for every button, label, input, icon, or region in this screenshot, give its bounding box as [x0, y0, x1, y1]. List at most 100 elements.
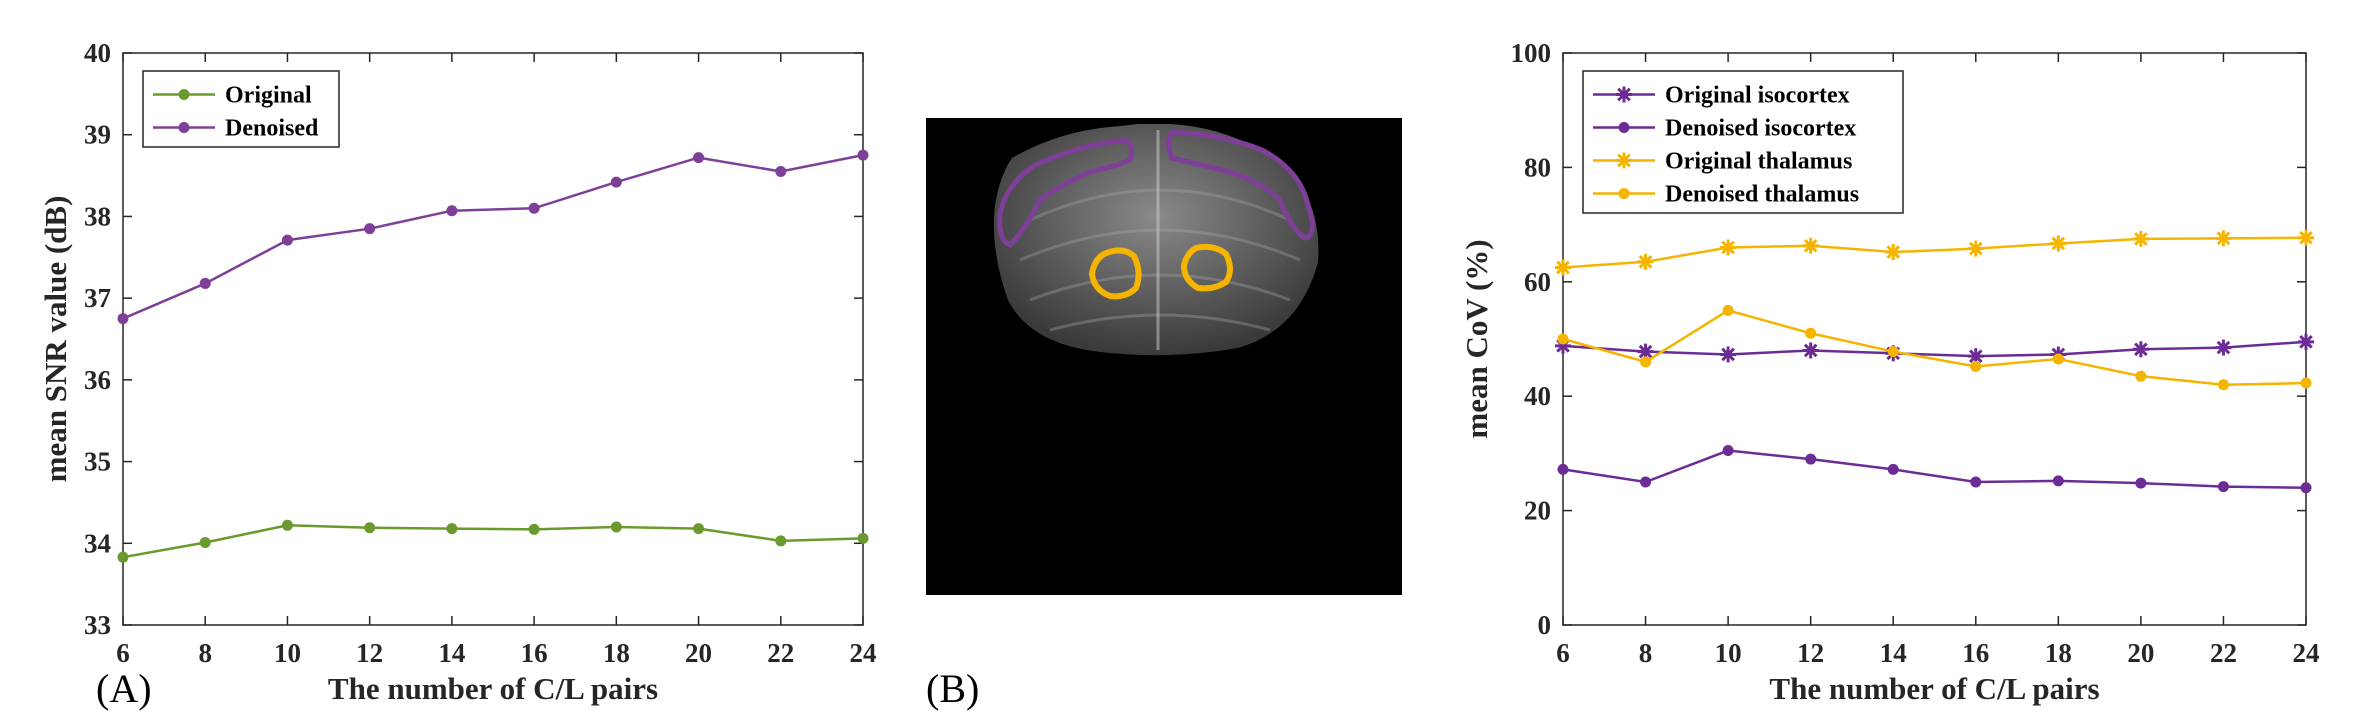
- data-point: [693, 152, 705, 164]
- y-tick-label: 80: [1524, 152, 1551, 182]
- series-line: [1562, 340, 2307, 358]
- y-tick-label: 36: [84, 365, 111, 395]
- data-point: [2135, 477, 2147, 489]
- x-tick-label: 14: [438, 638, 465, 668]
- legend: Original isocortex Denoised isocortex Orig…: [1582, 70, 1904, 214]
- series-line: [1562, 309, 2307, 387]
- series-original-thalamus: [1555, 229, 2314, 276]
- data-point: [364, 223, 376, 235]
- y-tick-label: 20: [1524, 496, 1551, 526]
- data-point: [1637, 253, 1654, 270]
- legend-item: Denoised: [153, 116, 319, 142]
- series-line: [122, 524, 864, 559]
- y-tick-label: 40: [84, 38, 111, 68]
- x-tick-label: 14: [1880, 638, 1907, 668]
- data-point: [2217, 481, 2229, 493]
- x-tick-label: 8: [1639, 638, 1653, 668]
- data-point: [1887, 463, 1899, 475]
- x-tick-label: 8: [198, 638, 212, 668]
- data-point: [2052, 475, 2064, 487]
- y-tick-label: 40: [1524, 381, 1551, 411]
- panel-b-label: (B): [926, 666, 979, 711]
- x-tick-label: 20: [685, 638, 712, 668]
- data-point: [1805, 327, 1817, 339]
- data-point: [857, 532, 869, 544]
- data-point: [610, 521, 622, 533]
- series-line: [122, 153, 864, 320]
- data-point: [1720, 239, 1737, 256]
- data-point: [199, 536, 211, 548]
- legend-label: Denoised: [225, 116, 319, 142]
- x-tick-label: 6: [116, 638, 130, 668]
- data-point: [2298, 333, 2314, 350]
- brain-slice: [993, 124, 1319, 356]
- data-point: [2215, 230, 2232, 247]
- y-tick-label: 37: [84, 283, 111, 313]
- data-point: [528, 523, 540, 535]
- series-line: [1562, 236, 2307, 269]
- data-point: [610, 176, 622, 188]
- data-point: [693, 523, 705, 535]
- data-point: [1885, 244, 1902, 261]
- x-tick-label: 16: [521, 638, 548, 668]
- x-tick-label: 22: [767, 638, 794, 668]
- data-point: [857, 149, 869, 161]
- data-point: [1887, 346, 1899, 358]
- x-tick-label: 24: [850, 638, 877, 668]
- snr-line-chart: 6 8 10 12 14 16 18 20 22 24 33 34 35 36 37 38 39 40 The nu…: [38, 38, 877, 706]
- y-tick-label: 33: [84, 610, 111, 640]
- y-tick-label: 34: [84, 528, 111, 558]
- data-point: [2050, 235, 2067, 252]
- panel-a-label: (A): [96, 666, 152, 711]
- legend-label: Denoised thalamus: [1665, 182, 1859, 208]
- legend-item: Original thalamus: [1593, 149, 1852, 175]
- data-point: [1555, 259, 1571, 276]
- y-axis-label: mean CoV (%): [1459, 239, 1494, 438]
- x-tick-label: 18: [603, 638, 630, 668]
- data-point: [2135, 370, 2147, 382]
- data-point: [2132, 230, 2149, 247]
- plot-frame: [122, 52, 864, 626]
- data-point: [1557, 463, 1569, 475]
- y-tick-label: 60: [1524, 267, 1551, 297]
- mri-brain-image: [926, 118, 1402, 595]
- legend-item: Original: [153, 83, 312, 109]
- data-point: [281, 234, 293, 246]
- x-tick-label: 10: [1715, 638, 1742, 668]
- x-tick-label: 10: [274, 638, 301, 668]
- x-tick-label: 12: [1797, 638, 1824, 668]
- y-tick-label: 0: [1538, 610, 1552, 640]
- legend-marker: [1616, 152, 1632, 169]
- legend-item: Denoised thalamus: [1593, 182, 1859, 208]
- data-point: [528, 202, 540, 214]
- y-tick-label: 35: [84, 447, 111, 477]
- data-point: [1640, 356, 1652, 368]
- series-original: [117, 519, 869, 563]
- data-point: [2300, 482, 2312, 494]
- y-tick-label: 39: [84, 120, 111, 150]
- data-point: [1722, 304, 1734, 316]
- data-point: [2300, 377, 2312, 389]
- data-point: [1970, 476, 1982, 488]
- legend-box: [142, 70, 340, 148]
- legend-marker: [178, 122, 190, 133]
- data-point: [364, 522, 376, 534]
- isocortex-roi-right: [1166, 129, 1315, 241]
- legend-label: Original: [225, 83, 312, 109]
- data-point: [2052, 353, 2064, 365]
- data-point: [1637, 343, 1654, 360]
- data-point: [446, 205, 458, 217]
- data-point: [1640, 476, 1652, 488]
- y-axis-label: mean SNR value (dB): [38, 196, 73, 483]
- cov-line-chart: 6 8 10 12 14 16 18 20 22 24 0 20 40 60 80 100 The number…: [1459, 38, 2320, 706]
- x-axis-label: The number of C/L pairs: [1769, 671, 2099, 706]
- brain-texture: [1019, 130, 1301, 350]
- legend-label: Denoised isocortex: [1665, 116, 1856, 142]
- x-tick-label: 6: [1556, 638, 1570, 668]
- data-point: [2217, 379, 2229, 391]
- data-point: [1802, 237, 1819, 254]
- data-point: [2215, 339, 2232, 356]
- legend: Original Denoised: [142, 70, 340, 148]
- legend-marker: [1618, 188, 1630, 199]
- data-point: [1722, 445, 1734, 457]
